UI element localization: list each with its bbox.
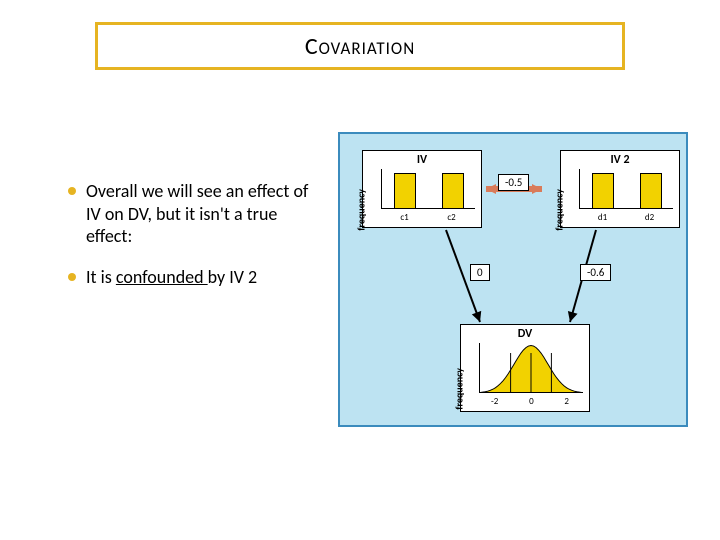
page-title: Covariation: [305, 32, 415, 61]
bullet-text: Overall we will see an effect of IV on D…: [86, 180, 318, 248]
bullet-list: Overall we will see an effect of IV on D…: [68, 180, 318, 306]
chart-panel: frequencyIVc1c2: [362, 150, 482, 228]
arrow-label: 0: [470, 264, 490, 281]
bullet-text-part: It is: [86, 266, 116, 288]
bar: [592, 173, 614, 209]
tick-label: 2: [564, 396, 569, 407]
bullet-text-part: by IV 2: [208, 266, 258, 288]
plot-area: [479, 343, 583, 393]
bar: [640, 173, 662, 209]
plot-area: [381, 169, 475, 209]
normal-curve: [479, 343, 583, 393]
chart-panel: frequencyDV-202: [460, 324, 590, 412]
chart-title: DV: [518, 327, 532, 341]
arrow-label: -0.5: [498, 174, 529, 191]
tick-label: d2: [645, 212, 654, 223]
axis-label: frequency: [355, 189, 368, 231]
arrow-label: -0.6: [580, 264, 611, 281]
bullet-icon: [68, 187, 76, 195]
bar: [442, 173, 464, 209]
diagram: frequencyIVc1c2frequencyIV 2d1d2frequenc…: [338, 132, 688, 427]
title-box: Covariation: [95, 22, 625, 70]
chart-panel: frequencyIV 2d1d2: [560, 150, 680, 228]
bullet-item: It is confounded by IV 2: [68, 266, 318, 289]
x-axis: -2 0 2: [491, 396, 569, 407]
axis-label: frequency: [453, 368, 466, 410]
chart-title: IV 2: [610, 153, 629, 167]
bullet-item: Overall we will see an effect of IV on D…: [68, 180, 318, 248]
tick-label: -2: [491, 396, 498, 407]
bullet-text: It is confounded by IV 2: [86, 266, 257, 289]
chart-title: IV: [417, 153, 427, 167]
tick-label: c1: [400, 212, 408, 223]
bar: [394, 173, 416, 209]
tick-label: 0: [529, 396, 534, 407]
bullet-icon: [68, 273, 76, 281]
bullet-text-underline: confounded: [116, 266, 208, 288]
plot-area: [579, 169, 673, 209]
